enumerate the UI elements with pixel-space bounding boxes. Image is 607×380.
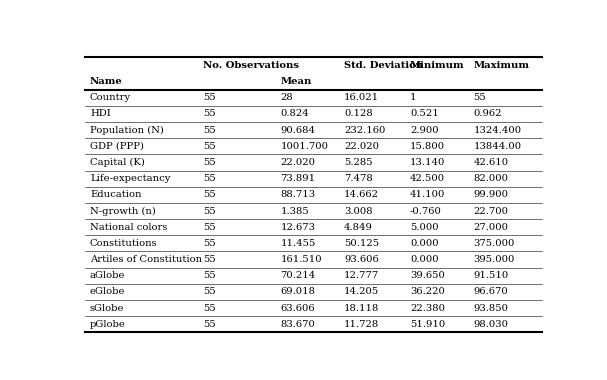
Text: 55: 55 <box>203 206 215 215</box>
Text: 83.670: 83.670 <box>280 320 316 329</box>
Text: 55: 55 <box>203 174 215 183</box>
Text: 82.000: 82.000 <box>473 174 509 183</box>
Text: 93.606: 93.606 <box>344 255 379 264</box>
Text: 22.700: 22.700 <box>473 206 509 215</box>
Text: 375.000: 375.000 <box>473 239 515 248</box>
Text: N-growth (n): N-growth (n) <box>90 206 156 215</box>
Text: 73.891: 73.891 <box>280 174 316 183</box>
Text: Country: Country <box>90 93 131 102</box>
Text: sGlobe: sGlobe <box>90 304 124 313</box>
Text: 55: 55 <box>203 239 215 248</box>
Text: 98.030: 98.030 <box>473 320 509 329</box>
Text: 90.684: 90.684 <box>280 126 316 135</box>
Text: Mean: Mean <box>280 77 312 86</box>
Text: 55: 55 <box>203 287 215 296</box>
Text: pGlobe: pGlobe <box>90 320 126 329</box>
Text: 50.125: 50.125 <box>344 239 379 248</box>
Text: 28: 28 <box>280 93 293 102</box>
Text: 55: 55 <box>203 93 215 102</box>
Text: 63.606: 63.606 <box>280 304 315 313</box>
Text: 41.100: 41.100 <box>410 190 446 200</box>
Text: Name: Name <box>90 77 123 86</box>
Text: 55: 55 <box>203 190 215 200</box>
Text: HDI: HDI <box>90 109 110 119</box>
Text: 36.220: 36.220 <box>410 287 445 296</box>
Text: 55: 55 <box>473 93 486 102</box>
Text: 5.285: 5.285 <box>344 158 373 167</box>
Text: 7.478: 7.478 <box>344 174 373 183</box>
Text: 55: 55 <box>203 255 215 264</box>
Text: 12.777: 12.777 <box>344 271 379 280</box>
Text: 1001.700: 1001.700 <box>280 142 328 151</box>
Text: 55: 55 <box>203 271 215 280</box>
Text: aGlobe: aGlobe <box>90 271 126 280</box>
Text: 42.500: 42.500 <box>410 174 445 183</box>
Text: 0.000: 0.000 <box>410 255 438 264</box>
Text: 13.140: 13.140 <box>410 158 446 167</box>
Text: 55: 55 <box>203 158 215 167</box>
Text: 161.510: 161.510 <box>280 255 322 264</box>
Text: 69.018: 69.018 <box>280 287 316 296</box>
Text: Std. Deviation: Std. Deviation <box>344 61 423 70</box>
Text: 1: 1 <box>410 93 416 102</box>
Text: Artiles of Constitution: Artiles of Constitution <box>90 255 202 264</box>
Text: Education: Education <box>90 190 141 200</box>
Text: 1324.400: 1324.400 <box>473 126 521 135</box>
Text: 39.650: 39.650 <box>410 271 445 280</box>
Text: 91.510: 91.510 <box>473 271 509 280</box>
Text: 14.662: 14.662 <box>344 190 379 200</box>
Text: 55: 55 <box>203 142 215 151</box>
Text: 15.800: 15.800 <box>410 142 445 151</box>
Text: 16.021: 16.021 <box>344 93 379 102</box>
Text: 0.962: 0.962 <box>473 109 502 119</box>
Text: 0.128: 0.128 <box>344 109 373 119</box>
Text: -0.760: -0.760 <box>410 206 442 215</box>
Text: 42.610: 42.610 <box>473 158 509 167</box>
Text: 55: 55 <box>203 109 215 119</box>
Text: eGlobe: eGlobe <box>90 287 126 296</box>
Text: 55: 55 <box>203 223 215 232</box>
Text: 14.205: 14.205 <box>344 287 379 296</box>
Text: 51.910: 51.910 <box>410 320 445 329</box>
Text: 0.000: 0.000 <box>410 239 438 248</box>
Text: 22.020: 22.020 <box>280 158 316 167</box>
Text: 1.385: 1.385 <box>280 206 309 215</box>
Text: 96.670: 96.670 <box>473 287 508 296</box>
Text: Life-expectancy: Life-expectancy <box>90 174 171 183</box>
Text: 0.521: 0.521 <box>410 109 439 119</box>
Text: 12.673: 12.673 <box>280 223 316 232</box>
Text: 2.900: 2.900 <box>410 126 438 135</box>
Text: Minimum: Minimum <box>410 61 464 70</box>
Text: 88.713: 88.713 <box>280 190 316 200</box>
Text: 232.160: 232.160 <box>344 126 385 135</box>
Text: Capital (K): Capital (K) <box>90 158 145 167</box>
Text: 55: 55 <box>203 304 215 313</box>
Text: 22.380: 22.380 <box>410 304 445 313</box>
Text: 55: 55 <box>203 126 215 135</box>
Text: 70.214: 70.214 <box>280 271 316 280</box>
Text: Constitutions: Constitutions <box>90 239 158 248</box>
Text: 27.000: 27.000 <box>473 223 509 232</box>
Text: 395.000: 395.000 <box>473 255 515 264</box>
Text: 0.824: 0.824 <box>280 109 309 119</box>
Text: 22.020: 22.020 <box>344 142 379 151</box>
Text: Maximum: Maximum <box>473 61 529 70</box>
Text: 5.000: 5.000 <box>410 223 438 232</box>
Text: 18.118: 18.118 <box>344 304 379 313</box>
Text: National colors: National colors <box>90 223 168 232</box>
Text: 3.008: 3.008 <box>344 206 373 215</box>
Text: 55: 55 <box>203 320 215 329</box>
Text: 93.850: 93.850 <box>473 304 509 313</box>
Text: No. Observations: No. Observations <box>203 61 299 70</box>
Text: GDP (PPP): GDP (PPP) <box>90 142 144 151</box>
Text: 11.728: 11.728 <box>344 320 379 329</box>
Text: 13844.00: 13844.00 <box>473 142 521 151</box>
Text: Population (N): Population (N) <box>90 125 164 135</box>
Text: 11.455: 11.455 <box>280 239 316 248</box>
Text: 4.849: 4.849 <box>344 223 373 232</box>
Text: 99.900: 99.900 <box>473 190 509 200</box>
